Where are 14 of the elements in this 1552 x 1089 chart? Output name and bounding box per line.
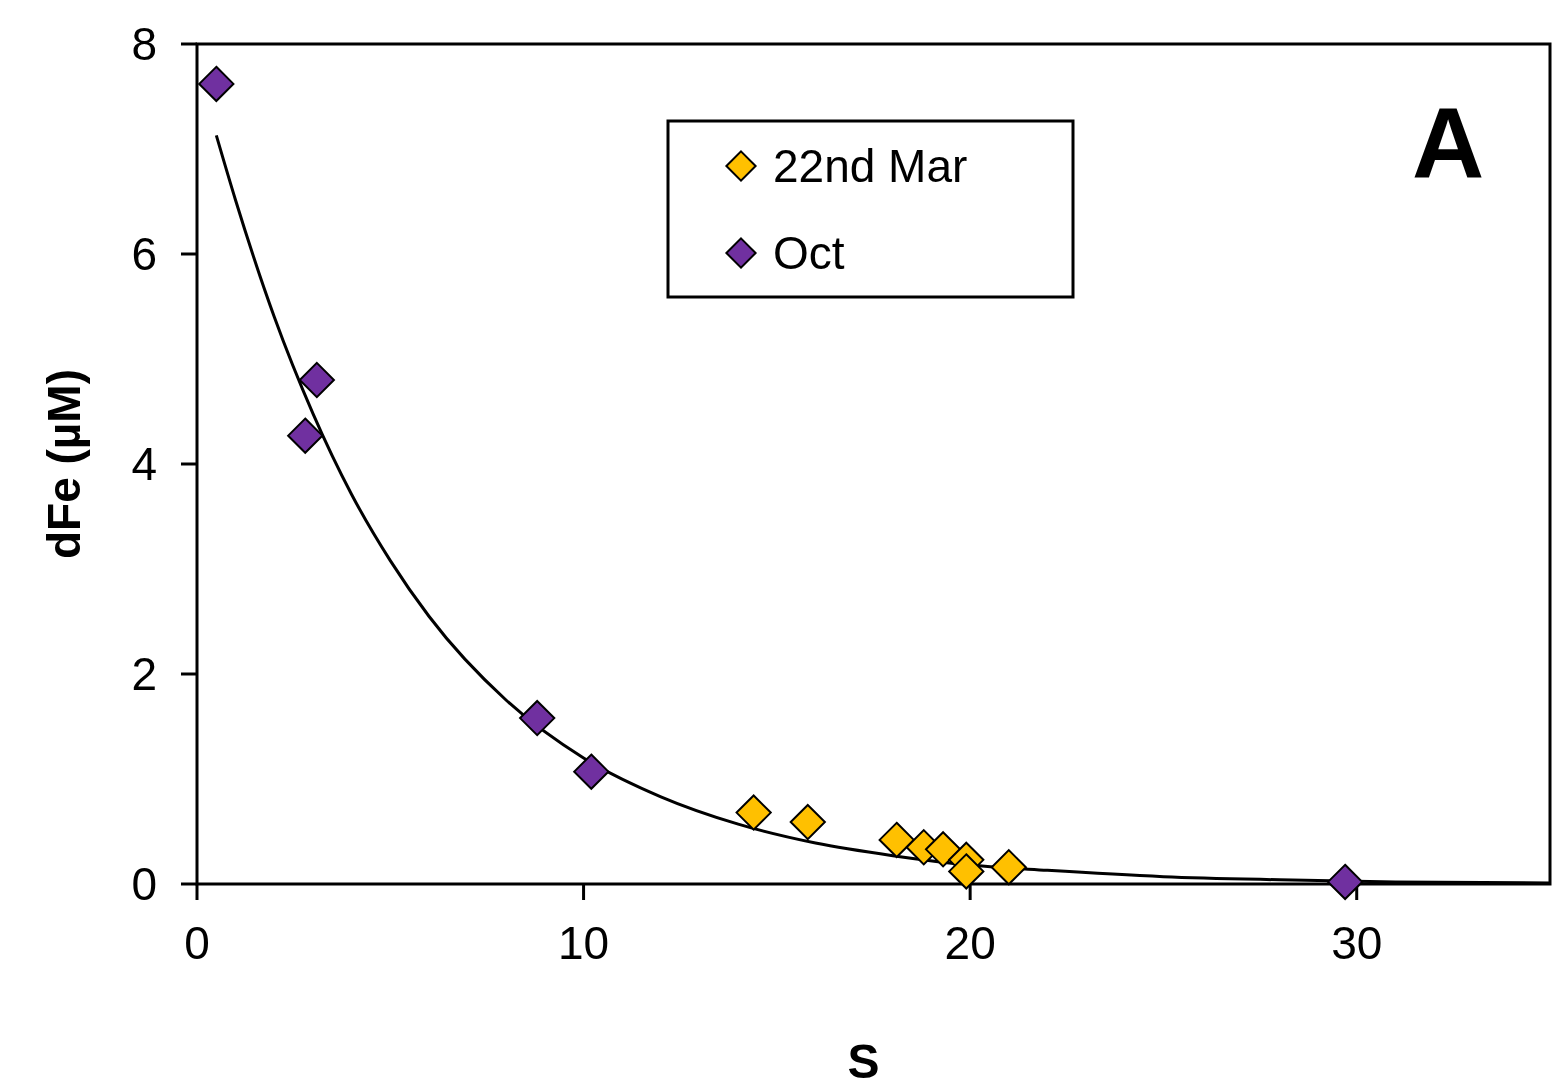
y-tick-label: 4 [131,438,157,491]
y-tick-label: 0 [131,858,157,911]
y-tick-label: 6 [131,228,157,281]
y-axis-title: dFe (µM) [38,368,90,560]
x-tick-label: 0 [184,917,210,969]
y-tick-label: 2 [131,648,157,701]
legend-label: 22nd Mar [773,140,968,193]
x-tick-label: 10 [557,917,610,969]
x-tick-label: 30 [1331,917,1383,969]
x-tick-label: 20 [944,917,996,969]
x-axis-title: S [847,1035,880,1088]
annotation: A [1411,87,1485,199]
legend-label: Oct [773,227,845,280]
y-tick-label: 8 [131,18,157,71]
